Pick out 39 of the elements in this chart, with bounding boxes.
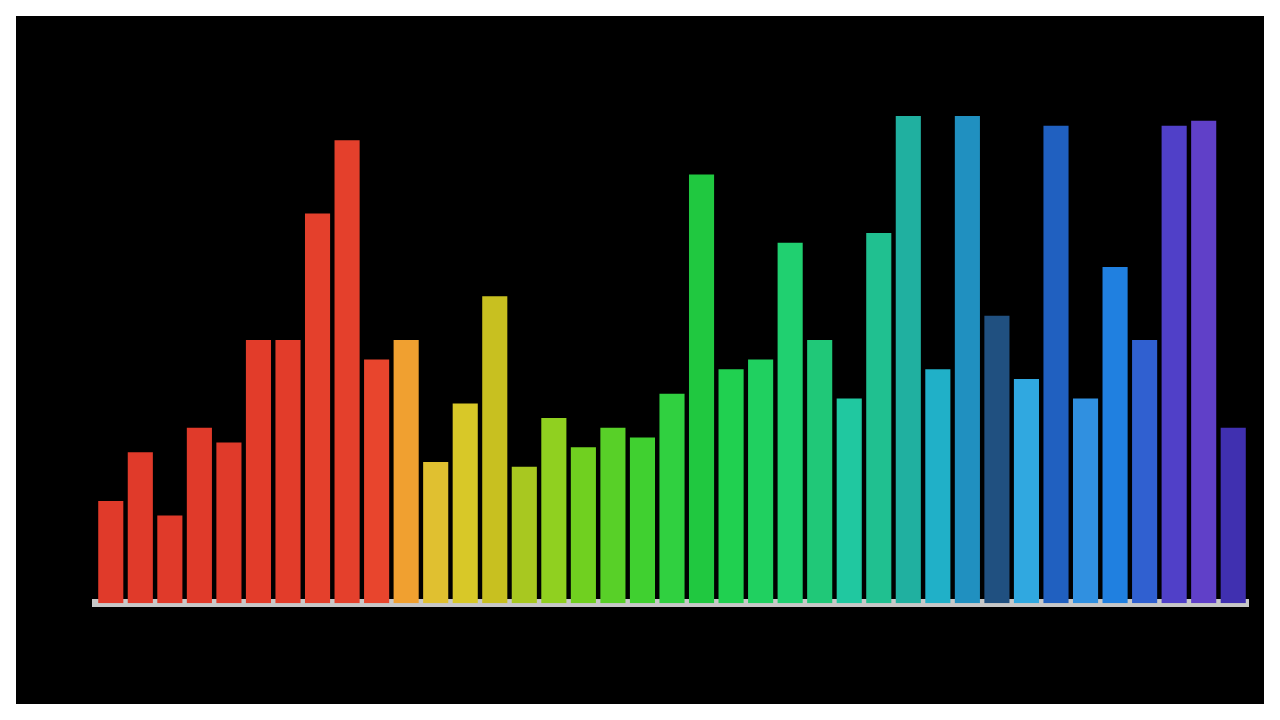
bar bbox=[984, 315, 1010, 604]
bar bbox=[1191, 120, 1217, 604]
bar bbox=[157, 515, 183, 604]
bar bbox=[423, 461, 449, 604]
bar bbox=[364, 359, 390, 604]
bar bbox=[1220, 427, 1246, 604]
bar bbox=[1013, 379, 1040, 604]
bar bbox=[866, 232, 892, 604]
bar bbox=[954, 116, 980, 604]
bar bbox=[925, 369, 951, 604]
bar bbox=[600, 427, 626, 604]
bar bbox=[629, 437, 656, 604]
bar bbox=[836, 398, 862, 604]
bar bbox=[452, 403, 478, 604]
bar bbox=[245, 340, 272, 604]
bar bbox=[334, 140, 360, 604]
bar bbox=[1132, 340, 1158, 604]
bar bbox=[807, 340, 833, 604]
bar bbox=[127, 452, 153, 604]
bar bbox=[393, 340, 419, 604]
bar bbox=[570, 447, 596, 604]
bar bbox=[777, 242, 803, 604]
bar bbox=[1043, 125, 1069, 604]
bar bbox=[275, 340, 301, 604]
bar bbox=[1072, 398, 1099, 604]
bar bbox=[186, 427, 212, 604]
bar bbox=[216, 442, 242, 604]
bar bbox=[304, 213, 331, 604]
bar bbox=[511, 466, 537, 604]
bar bbox=[98, 500, 124, 604]
bar bbox=[541, 418, 567, 604]
bar bbox=[688, 174, 715, 604]
bar bbox=[895, 116, 921, 604]
bar bbox=[748, 359, 774, 604]
bar bbox=[1161, 125, 1187, 604]
bar bbox=[1102, 267, 1128, 604]
bar bbox=[659, 393, 685, 604]
bar bbox=[482, 296, 508, 604]
bar bbox=[718, 369, 744, 604]
